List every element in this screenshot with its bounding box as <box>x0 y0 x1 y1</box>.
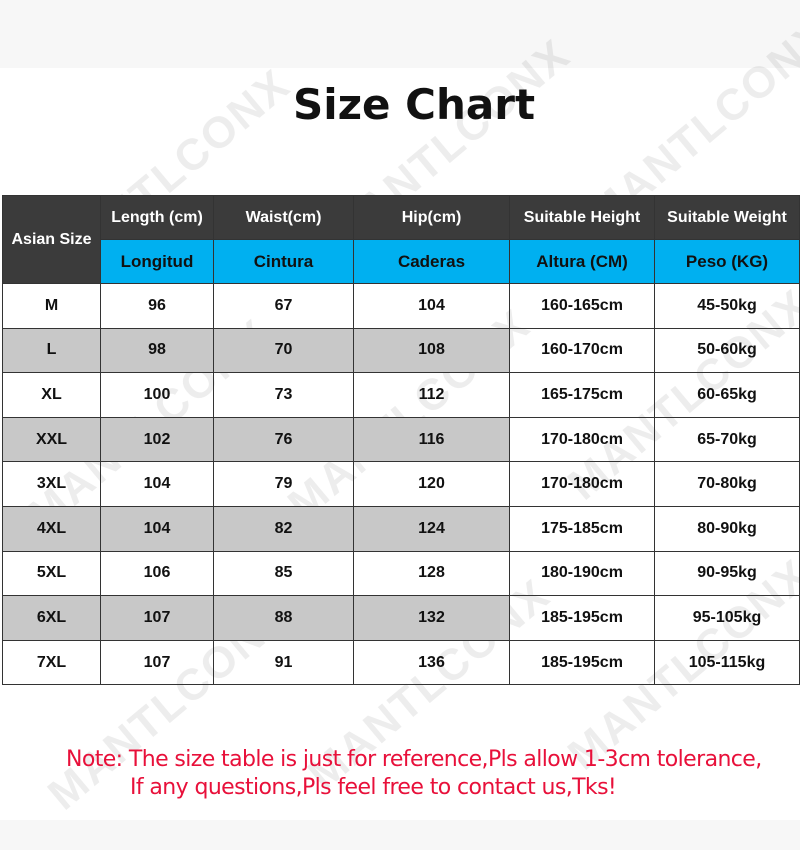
cell-size: L <box>2 327 101 374</box>
header-length: Length (cm) <box>100 195 214 240</box>
header-hip: Hip(cm) <box>353 195 510 240</box>
header-height: Suitable Height <box>509 195 655 240</box>
cell-length: 106 <box>100 550 214 597</box>
header-row-english: Asian Size Length (cm) Waist(cm) Hip(cm)… <box>2 195 800 284</box>
cell-hip: 112 <box>353 372 510 418</box>
cell-weight: 90-95kg <box>654 550 800 597</box>
table-row: XXL 102 76 116 170-180cm 65-70kg <box>2 416 800 463</box>
table-row: 4XL 104 82 124 175-185cm 80-90kg <box>2 505 800 552</box>
bottom-band <box>0 820 800 850</box>
cell-weight: 45-50kg <box>654 283 800 329</box>
cell-waist: 85 <box>213 550 354 597</box>
cell-size: 4XL <box>2 505 101 552</box>
cell-size: 6XL <box>2 595 101 641</box>
cell-length: 107 <box>100 639 214 686</box>
note: Note: The size table is just for referen… <box>66 746 762 802</box>
cell-height: 165-175cm <box>509 372 655 418</box>
cell-hip: 108 <box>353 327 510 374</box>
cell-waist: 79 <box>213 461 354 507</box>
cell-length: 107 <box>100 595 214 641</box>
cell-height: 170-180cm <box>509 461 655 507</box>
cell-length: 98 <box>100 327 214 374</box>
cell-waist: 73 <box>213 372 354 418</box>
cell-waist: 67 <box>213 283 354 329</box>
table-row: 5XL 106 85 128 180-190cm 90-95kg <box>2 550 800 597</box>
note-line-2: If any questions,Pls feel free to contac… <box>130 775 617 800</box>
cell-length: 104 <box>100 505 214 552</box>
cell-weight: 105-115kg <box>654 639 800 686</box>
cell-hip: 136 <box>353 639 510 686</box>
cell-height: 175-185cm <box>509 505 655 552</box>
cell-length: 104 <box>100 461 214 507</box>
header-longitud: Longitud <box>100 239 214 284</box>
cell-weight: 70-80kg <box>654 461 800 507</box>
cell-length: 102 <box>100 416 214 463</box>
cell-hip: 120 <box>353 461 510 507</box>
note-line-1: Note: The size table is just for referen… <box>66 747 762 772</box>
table-row: 3XL 104 79 120 170-180cm 70-80kg <box>2 461 800 507</box>
table-row: 6XL 107 88 132 185-195cm 95-105kg <box>2 595 800 641</box>
size-table: Asian Size Length (cm) Waist(cm) Hip(cm)… <box>2 195 800 686</box>
cell-weight: 60-65kg <box>654 372 800 418</box>
header-cintura: Cintura <box>213 239 354 284</box>
page-title: Size Chart <box>292 80 536 129</box>
table-row: 7XL 107 91 136 185-195cm 105-115kg <box>2 639 800 686</box>
cell-size: 3XL <box>2 461 101 507</box>
cell-weight: 50-60kg <box>654 327 800 374</box>
cell-hip: 128 <box>353 550 510 597</box>
cell-hip: 104 <box>353 283 510 329</box>
cell-hip: 116 <box>353 416 510 463</box>
cell-size: 7XL <box>2 639 101 686</box>
cell-waist: 88 <box>213 595 354 641</box>
cell-size: XXL <box>2 416 101 463</box>
cell-length: 96 <box>100 283 214 329</box>
top-band <box>0 0 800 68</box>
cell-size: M <box>2 283 101 329</box>
table-row: L 98 70 108 160-170cm 50-60kg <box>2 327 800 374</box>
cell-weight: 95-105kg <box>654 595 800 641</box>
cell-weight: 80-90kg <box>654 505 800 552</box>
cell-height: 160-165cm <box>509 283 655 329</box>
cell-size: XL <box>2 372 101 418</box>
cell-hip: 132 <box>353 595 510 641</box>
cell-waist: 76 <box>213 416 354 463</box>
table-row: M 96 67 104 160-165cm 45-50kg <box>2 283 800 329</box>
cell-height: 185-195cm <box>509 595 655 641</box>
header-caderas: Caderas <box>353 239 510 284</box>
table-row: XL 100 73 112 165-175cm 60-65kg <box>2 372 800 418</box>
cell-length: 100 <box>100 372 214 418</box>
cell-waist: 82 <box>213 505 354 552</box>
cell-height: 185-195cm <box>509 639 655 686</box>
header-peso: Peso (KG) <box>654 239 800 284</box>
header-waist: Waist(cm) <box>213 195 354 240</box>
header-row-spanish: Longitud Cintura Caderas Altura (CM) Pes… <box>3 239 800 284</box>
cell-waist: 70 <box>213 327 354 374</box>
cell-height: 180-190cm <box>509 550 655 597</box>
cell-weight: 65-70kg <box>654 416 800 463</box>
header-asian-size: Asian Size <box>2 195 101 284</box>
cell-waist: 91 <box>213 639 354 686</box>
header-altura: Altura (CM) <box>509 239 655 284</box>
cell-hip: 124 <box>353 505 510 552</box>
cell-size: 5XL <box>2 550 101 597</box>
header-weight: Suitable Weight <box>654 195 800 240</box>
cell-height: 170-180cm <box>509 416 655 463</box>
cell-height: 160-170cm <box>509 327 655 374</box>
